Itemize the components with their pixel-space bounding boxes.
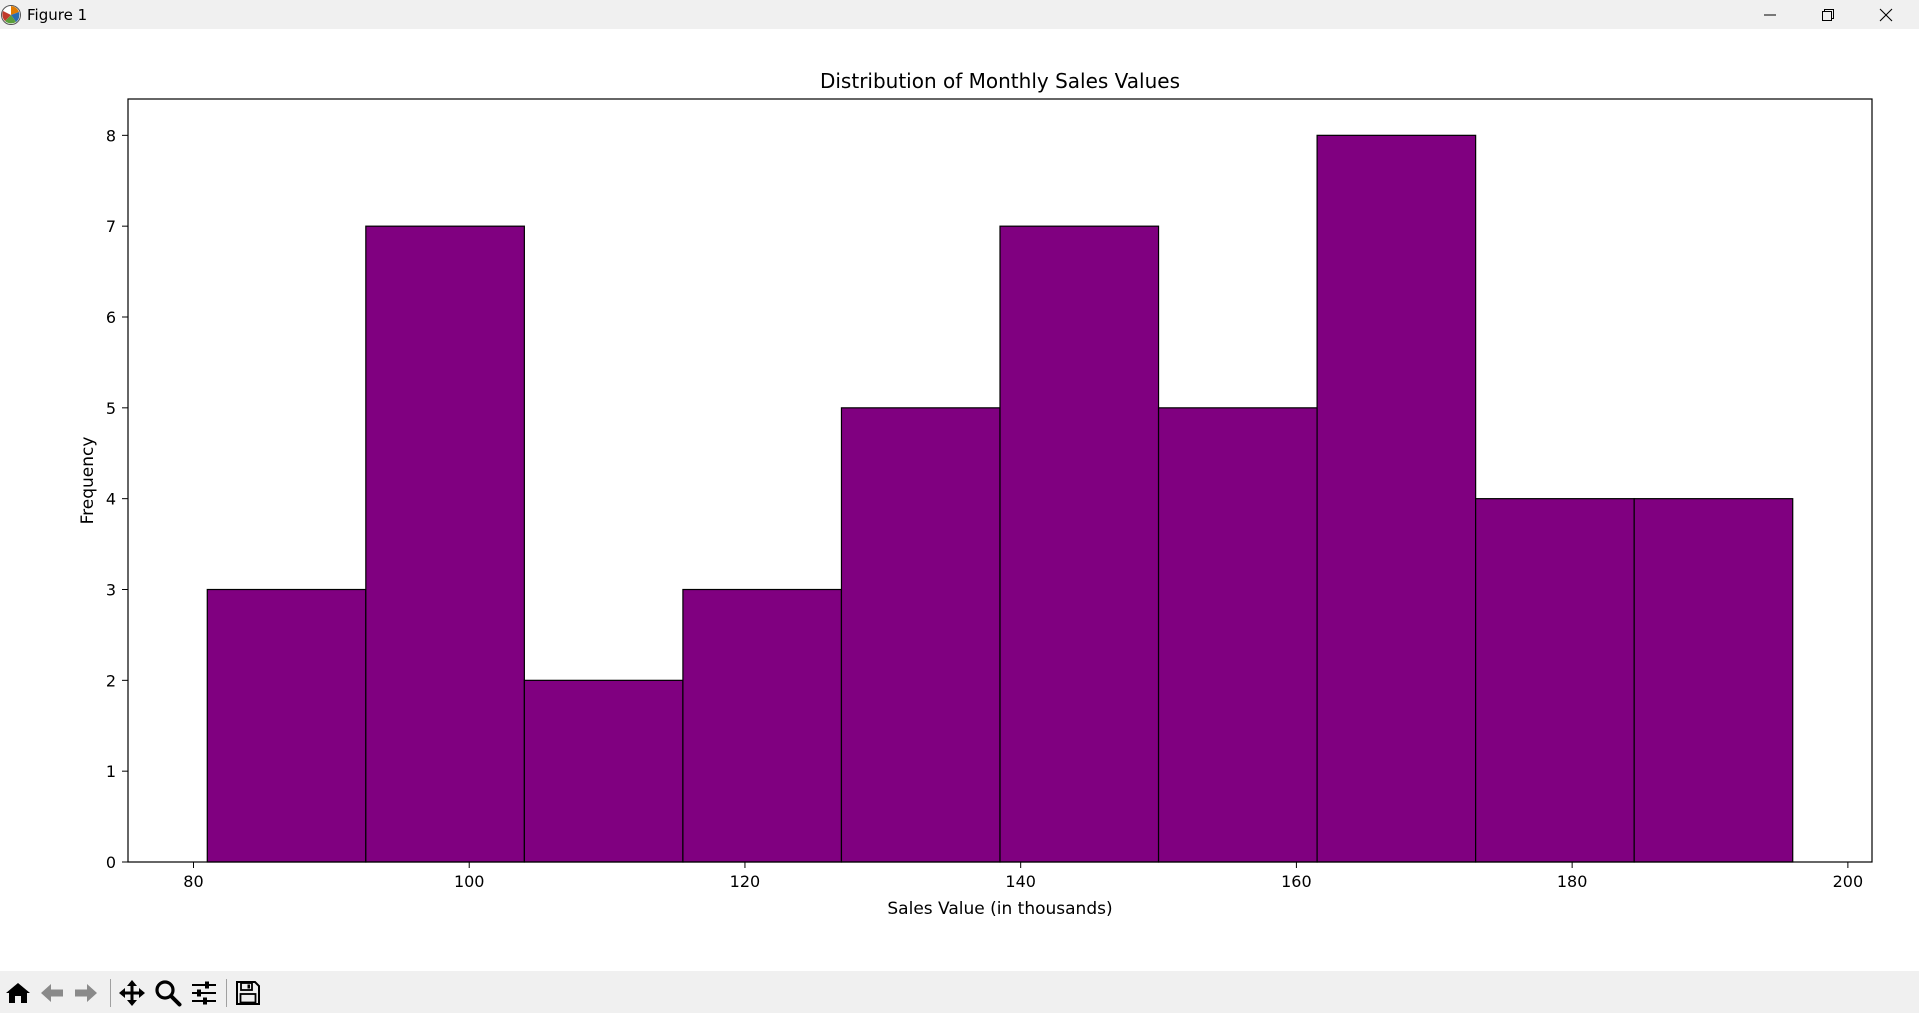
- zoom-icon: [155, 980, 182, 1007]
- figure-canvas: Distribution of Monthly Sales Values 80 1…: [0, 29, 1919, 971]
- toolbar-separator: [226, 979, 227, 1007]
- close-button[interactable]: [1857, 0, 1915, 29]
- x-tick-label: 120: [730, 872, 761, 891]
- y-tick-label: 8: [106, 126, 116, 145]
- x-tick-label: 180: [1557, 872, 1588, 891]
- histogram-bar: [1475, 498, 1635, 863]
- close-icon: [1879, 8, 1893, 21]
- plot-frame: [127, 98, 1873, 863]
- chart-title: Distribution of Monthly Sales Values: [820, 69, 1180, 93]
- zoom-button[interactable]: [153, 978, 183, 1008]
- configure-icon: [192, 981, 216, 1005]
- save-icon: [236, 981, 260, 1005]
- y-tick-label: 3: [106, 581, 116, 600]
- x-tick-label: 80: [183, 872, 203, 891]
- y-tick-label: 4: [106, 490, 116, 509]
- x-tick-label: 160: [1281, 872, 1312, 891]
- y-tick-label: 0: [106, 853, 116, 872]
- toolbar-separator: [110, 979, 111, 1007]
- pan-icon: [119, 980, 145, 1006]
- histogram-bar: [1157, 407, 1318, 863]
- histogram-bar: [206, 588, 367, 863]
- forward-button[interactable]: [71, 978, 101, 1008]
- matplotlib-logo-icon: [1, 5, 21, 25]
- histogram-bar: [999, 225, 1160, 863]
- minimize-button[interactable]: [1741, 0, 1799, 29]
- x-tick-label: 100: [454, 872, 485, 891]
- histogram-bar: [682, 588, 843, 863]
- histogram-bar: [523, 679, 684, 863]
- home-button[interactable]: [3, 978, 33, 1008]
- window-titlebar: Figure 1: [0, 0, 1919, 29]
- histogram-bar: [1633, 498, 1794, 863]
- navigation-toolbar: [0, 971, 1919, 1013]
- y-axis-label: Frequency: [78, 437, 98, 525]
- y-tick-label: 6: [106, 308, 116, 327]
- y-tick-label: 1: [106, 762, 116, 781]
- restore-icon: [1822, 8, 1834, 21]
- save-button[interactable]: [233, 978, 263, 1008]
- x-axis-label: Sales Value (in thousands): [887, 899, 1112, 919]
- x-tick-label: 140: [1005, 872, 1036, 891]
- histogram-bar: [365, 225, 525, 863]
- forward-icon: [75, 984, 97, 1002]
- histogram-chart: Distribution of Monthly Sales Values 80 1…: [78, 69, 1873, 919]
- y-tick-label: 5: [106, 399, 116, 418]
- restore-button[interactable]: [1799, 0, 1857, 29]
- histogram-bar: [840, 407, 1001, 863]
- pan-button[interactable]: [117, 978, 147, 1008]
- window-title: Figure 1: [27, 6, 88, 24]
- y-tick-label: 7: [106, 217, 116, 236]
- back-icon: [41, 984, 63, 1002]
- minimize-icon: [1764, 14, 1776, 15]
- configure-subplots-button[interactable]: [189, 978, 219, 1008]
- y-tick-label: 2: [106, 671, 116, 690]
- histogram-bar: [1316, 134, 1477, 863]
- x-tick-label: 200: [1833, 872, 1864, 891]
- back-button[interactable]: [37, 978, 67, 1008]
- home-icon: [6, 983, 30, 1003]
